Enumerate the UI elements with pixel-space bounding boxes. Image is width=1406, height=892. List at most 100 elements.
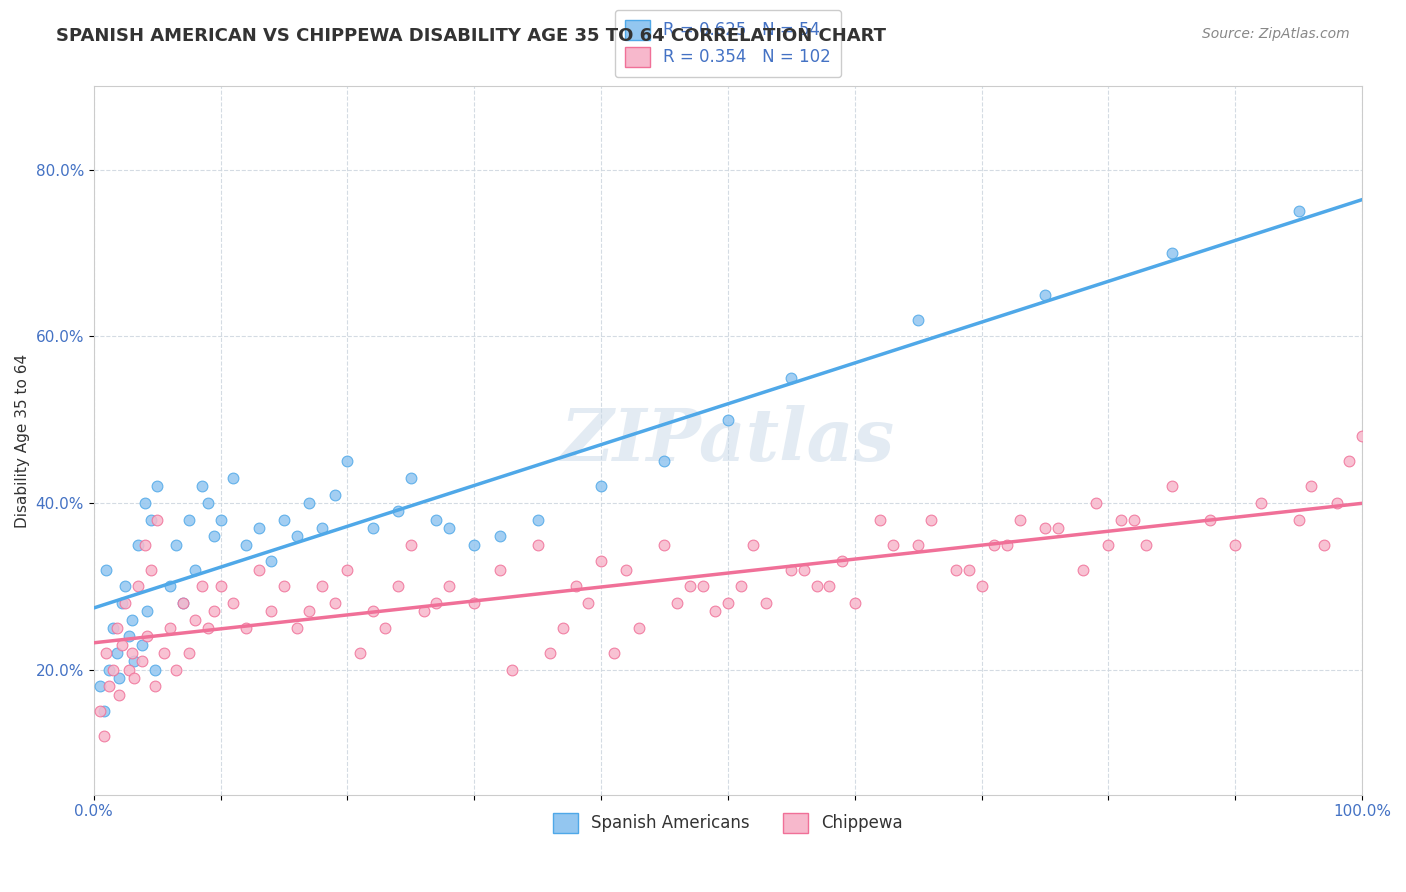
Point bbox=[124, 671, 146, 685]
Point bbox=[93, 705, 115, 719]
Point bbox=[114, 579, 136, 593]
Point bbox=[957, 563, 980, 577]
Point bbox=[247, 563, 270, 577]
Point bbox=[298, 496, 321, 510]
Text: ZIPatlas: ZIPatlas bbox=[561, 405, 896, 476]
Point bbox=[995, 538, 1018, 552]
Point bbox=[209, 513, 232, 527]
Point bbox=[235, 538, 257, 552]
Point bbox=[591, 554, 613, 568]
Point bbox=[692, 579, 714, 593]
Point bbox=[591, 479, 613, 493]
Point bbox=[96, 563, 118, 577]
Point bbox=[1084, 496, 1107, 510]
Point bbox=[124, 654, 146, 668]
Point bbox=[111, 596, 134, 610]
Point bbox=[127, 538, 149, 552]
Point bbox=[526, 538, 548, 552]
Point bbox=[311, 579, 333, 593]
Point bbox=[260, 554, 283, 568]
Point bbox=[755, 596, 778, 610]
Point bbox=[1198, 513, 1220, 527]
Point bbox=[1313, 538, 1336, 552]
Point bbox=[108, 671, 131, 685]
Point bbox=[1225, 538, 1247, 552]
Point bbox=[285, 621, 308, 635]
Point bbox=[146, 479, 169, 493]
Point bbox=[551, 621, 574, 635]
Point bbox=[165, 663, 187, 677]
Point bbox=[564, 579, 586, 593]
Point bbox=[717, 413, 740, 427]
Point bbox=[654, 454, 676, 468]
Point bbox=[463, 538, 485, 552]
Point bbox=[101, 663, 124, 677]
Point bbox=[704, 604, 727, 618]
Point bbox=[139, 563, 162, 577]
Point bbox=[159, 621, 181, 635]
Point bbox=[105, 646, 128, 660]
Point bbox=[298, 604, 321, 618]
Text: SPANISH AMERICAN VS CHIPPEWA DISABILITY AGE 35 TO 64 CORRELATION CHART: SPANISH AMERICAN VS CHIPPEWA DISABILITY … bbox=[56, 27, 886, 45]
Point bbox=[983, 538, 1005, 552]
Point bbox=[184, 613, 207, 627]
Point bbox=[945, 563, 967, 577]
Point bbox=[184, 563, 207, 577]
Point bbox=[134, 496, 156, 510]
Point bbox=[628, 621, 651, 635]
Point bbox=[437, 521, 460, 535]
Point bbox=[425, 513, 447, 527]
Point bbox=[139, 513, 162, 527]
Point bbox=[222, 596, 245, 610]
Point bbox=[165, 538, 187, 552]
Point bbox=[143, 679, 166, 693]
Point bbox=[136, 604, 159, 618]
Point bbox=[197, 621, 219, 635]
Point bbox=[209, 579, 232, 593]
Point bbox=[98, 679, 121, 693]
Y-axis label: Disability Age 35 to 64: Disability Age 35 to 64 bbox=[15, 353, 30, 527]
Point bbox=[501, 663, 523, 677]
Point bbox=[742, 538, 765, 552]
Point bbox=[89, 679, 111, 693]
Point bbox=[818, 579, 841, 593]
Point bbox=[311, 521, 333, 535]
Point bbox=[118, 663, 141, 677]
Point bbox=[844, 596, 866, 610]
Point bbox=[121, 646, 143, 660]
Point bbox=[111, 638, 134, 652]
Point bbox=[235, 621, 257, 635]
Point bbox=[654, 538, 676, 552]
Point bbox=[793, 563, 815, 577]
Point bbox=[399, 538, 422, 552]
Point bbox=[336, 563, 359, 577]
Point bbox=[121, 613, 143, 627]
Point bbox=[323, 596, 346, 610]
Point bbox=[336, 454, 359, 468]
Point bbox=[412, 604, 434, 618]
Point bbox=[247, 521, 270, 535]
Point bbox=[970, 579, 993, 593]
Point bbox=[96, 646, 118, 660]
Point bbox=[1288, 204, 1310, 219]
Point bbox=[146, 513, 169, 527]
Point bbox=[576, 596, 599, 610]
Point bbox=[806, 579, 828, 593]
Point bbox=[1351, 429, 1374, 443]
Point bbox=[374, 621, 396, 635]
Point bbox=[1301, 479, 1323, 493]
Point bbox=[1122, 513, 1144, 527]
Point bbox=[907, 538, 929, 552]
Point bbox=[159, 579, 181, 593]
Point bbox=[920, 513, 942, 527]
Point bbox=[1160, 479, 1182, 493]
Point bbox=[717, 596, 740, 610]
Point bbox=[1160, 246, 1182, 260]
Point bbox=[127, 579, 149, 593]
Point bbox=[1288, 513, 1310, 527]
Point bbox=[387, 579, 409, 593]
Point bbox=[488, 529, 510, 543]
Point bbox=[202, 604, 225, 618]
Point bbox=[136, 629, 159, 643]
Point bbox=[105, 621, 128, 635]
